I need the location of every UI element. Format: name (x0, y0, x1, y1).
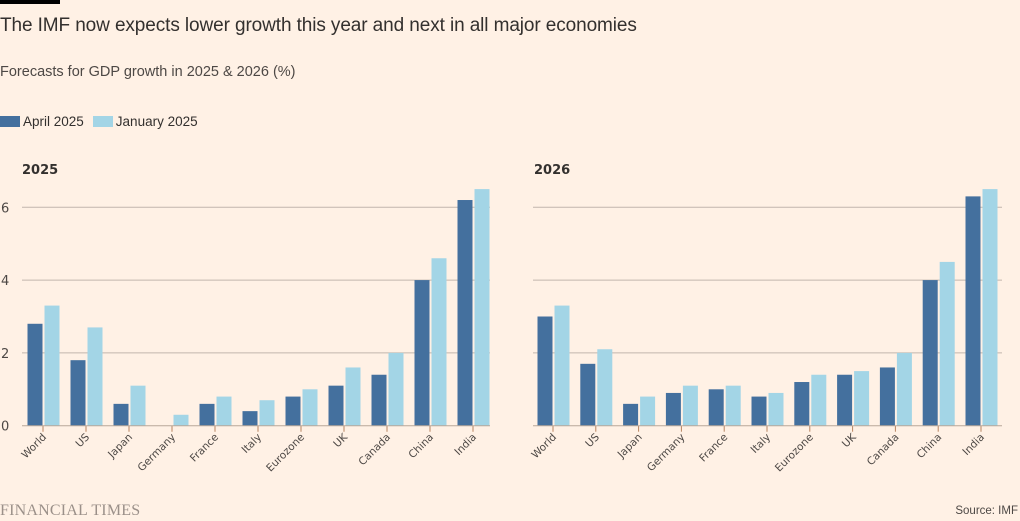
bar-january-france (725, 385, 741, 426)
bar-january-eurozone (302, 389, 318, 426)
bar-january-japan (640, 396, 656, 426)
chart-title: The IMF now expects lower growth this ye… (0, 15, 637, 36)
legend-label-april: April 2025 (23, 114, 84, 129)
source-note: Source: IMF (955, 505, 1018, 517)
bar-april-canada (879, 367, 895, 426)
bar-april-uk (328, 385, 344, 426)
bar-january-italy (259, 400, 275, 426)
x-tick-label: US (583, 431, 602, 450)
bar-april-china (922, 280, 938, 426)
chart-panel-2026: 2026 World US Japan Germany France Italy Eurozo… (529, 163, 1002, 474)
bar-january-world (554, 305, 570, 426)
legend-swatch-april (0, 116, 20, 127)
x-tick-label: Canada (865, 431, 902, 468)
bar-january-italy (768, 392, 784, 426)
panel-title: 2025 (22, 163, 58, 178)
legend-swatch-january (92, 116, 113, 127)
panel-title: 2026 (534, 163, 570, 178)
x-tick-label: Germany (645, 431, 688, 474)
x-tick-label: Italy (240, 431, 265, 456)
bar-january-china (431, 258, 447, 426)
bar-april-world (27, 323, 43, 426)
x-tick-label: China (915, 431, 945, 461)
x-tick-label: China (406, 431, 436, 461)
bar-april-eurozone (285, 396, 301, 426)
ft-logo: FINANCIAL TIMES (0, 502, 141, 519)
x-tick-label: Eurozone (773, 431, 816, 474)
x-tick-label: World (19, 431, 49, 461)
bar-april-china (414, 280, 430, 426)
bar-april-japan (623, 403, 639, 426)
bar-january-china (939, 261, 955, 426)
bar-january-world (44, 305, 60, 426)
bar-january-us (87, 327, 103, 426)
y-tick-label: 0 (1, 420, 9, 435)
bar-april-uk (837, 374, 853, 426)
bar-january-germany (682, 385, 698, 426)
bar-april-france (199, 403, 215, 426)
bar-april-us (70, 360, 86, 426)
bar-january-germany (173, 414, 189, 426)
bar-january-india (474, 189, 490, 426)
x-tick-label: France (188, 431, 221, 464)
x-tick-label: Germany (136, 431, 179, 474)
bar-april-eurozone (794, 382, 810, 426)
x-tick-label: Japan (615, 431, 645, 461)
chart-panel-2025: 2025 0 2 4 6 World US Japan Germany France Italy Eu… (1, 163, 490, 474)
bar-january-japan (130, 385, 146, 426)
x-tick-label: UK (840, 431, 860, 451)
bar-january-uk (345, 367, 361, 426)
bar-january-eurozone (811, 374, 827, 426)
bar-april-india (965, 196, 981, 426)
bar-january-france (216, 396, 232, 426)
x-tick-label: India (960, 431, 987, 458)
bar-january-canada (896, 352, 912, 426)
bar-april-canada (371, 374, 387, 426)
bar-april-world (537, 316, 553, 426)
x-tick-label: Eurozone (264, 431, 307, 474)
bar-april-japan (113, 403, 129, 426)
x-tick-label: France (697, 431, 730, 464)
x-tick-label: UK (331, 431, 351, 451)
x-tick-label: US (73, 431, 92, 450)
bar-april-india (457, 200, 473, 426)
bar-january-canada (388, 352, 404, 426)
x-tick-label: World (529, 431, 559, 461)
bar-april-france (708, 389, 724, 426)
y-tick-label: 2 (1, 347, 9, 362)
x-tick-label: Canada (356, 431, 393, 468)
bar-january-us (597, 349, 613, 426)
y-tick-label: 4 (1, 274, 9, 289)
x-tick-label: Japan (105, 431, 135, 461)
brand-accent-bar (0, 0, 60, 4)
bar-april-italy (242, 411, 258, 426)
bar-april-germany (665, 392, 681, 426)
legend-label-january: January 2025 (115, 114, 198, 129)
bar-january-uk (854, 371, 870, 426)
bar-april-us (580, 363, 596, 426)
legend: April 2025 January 2025 (0, 114, 207, 129)
legend-item-april: April 2025 (0, 114, 84, 129)
bar-january-india (982, 189, 998, 426)
y-tick-label: 6 (1, 201, 9, 216)
bar-april-italy (751, 396, 767, 426)
x-tick-label: Italy (749, 431, 774, 456)
chart-subtitle: Forecasts for GDP growth in 2025 & 2026 … (0, 64, 296, 80)
legend-item-january: January 2025 (92, 114, 198, 129)
x-tick-label: India (452, 431, 479, 458)
